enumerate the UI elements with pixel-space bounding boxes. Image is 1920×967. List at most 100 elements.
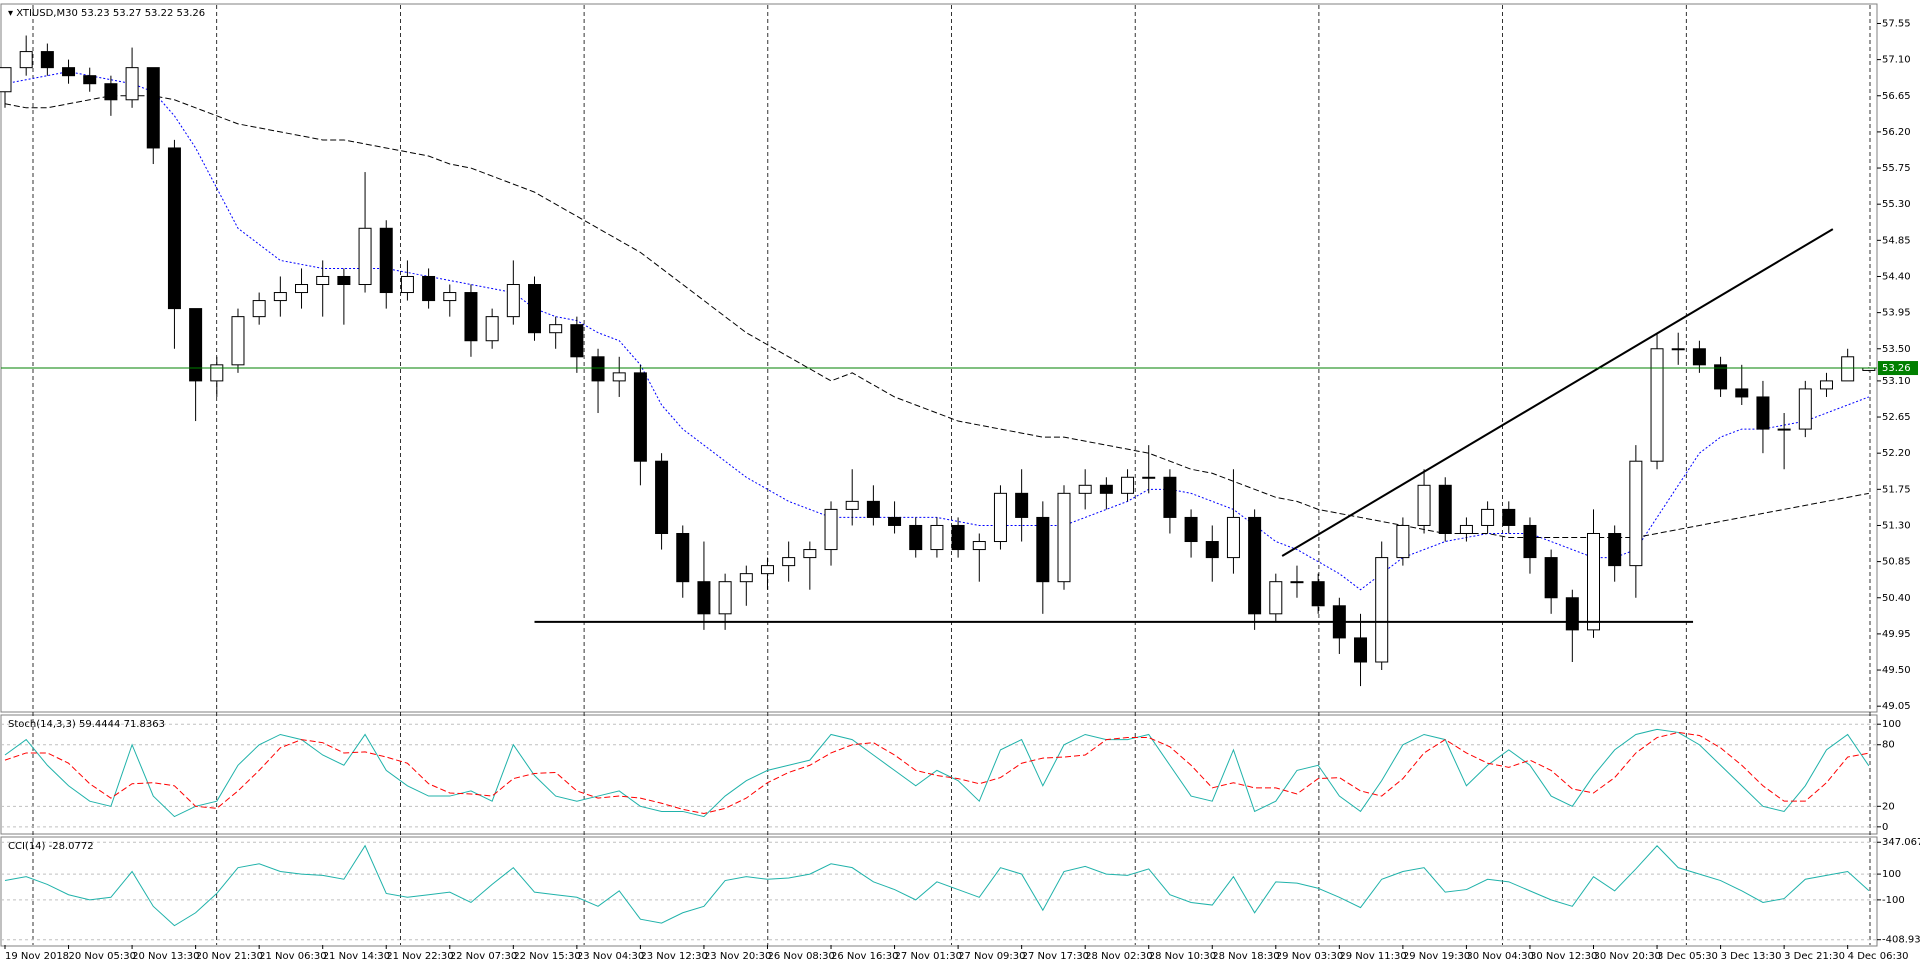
y-tick-label: 50.85 [1882, 557, 1911, 568]
header: ▾ XTIUSD,M30 53.23 53.27 53.22 53.26 [8, 8, 205, 19]
candle-body [1311, 581, 1325, 607]
candle-body [909, 524, 923, 551]
candle-body [591, 356, 605, 382]
candle-body [0, 67, 12, 93]
candle-body [760, 565, 774, 575]
x-tick-label: 27 Nov 01:30 [895, 951, 962, 962]
y-tick-label: 347.0679 [1882, 837, 1920, 848]
indicator-line [4, 728, 1870, 818]
candle-body [40, 51, 54, 69]
header-arrow: ▾ [8, 8, 16, 19]
y-tick-label: 53.95 [1882, 308, 1911, 319]
candle-body [655, 460, 669, 534]
x-tick-label: 21 Nov 14:30 [323, 951, 390, 962]
candle-body [1184, 516, 1198, 543]
x-tick-label: 21 Nov 06:30 [259, 951, 326, 962]
y-tick-label: 0 [1882, 822, 1888, 833]
candle-body [358, 227, 372, 286]
x-tick-label: 3 Dec 13:30 [1721, 951, 1782, 962]
symbol: XTIUSD,M30 [16, 8, 78, 19]
y-tick-label: 52.65 [1882, 412, 1911, 423]
cci-title: CCI(14) -28.0772 [8, 841, 94, 852]
candle-body [506, 284, 520, 318]
cci-panel-frame [0, 836, 1878, 947]
candle-body [1714, 364, 1728, 390]
candle-body [1629, 460, 1643, 567]
stoch-k-value: 59.4444 [79, 719, 120, 730]
candle-body [1226, 516, 1240, 559]
x-tick-label: 21 Nov 22:30 [386, 951, 453, 962]
cci-value: -28.0772 [49, 841, 94, 852]
y-tick-label: 54.85 [1882, 235, 1911, 246]
candle-body [189, 308, 203, 382]
candle-body [824, 508, 838, 551]
candle-body [1587, 532, 1600, 631]
candle-body [1502, 508, 1516, 526]
x-tick-label: 28 Nov 02:30 [1085, 951, 1152, 962]
y-tick-label: -408.932 [1882, 935, 1920, 946]
y-tick-label: 50.40 [1882, 593, 1911, 604]
candle-body [1396, 524, 1410, 559]
y-tick-label: 56.65 [1882, 91, 1911, 102]
x-tick-label: 19 Nov 2018 [5, 951, 69, 962]
x-tick-label: 20 Nov 13:30 [132, 951, 199, 962]
candle-body [1205, 541, 1219, 559]
y-tick-label: 54.40 [1882, 271, 1911, 282]
x-tick-label: 27 Nov 17:30 [1022, 951, 1089, 962]
y-tick-label: 20 [1882, 801, 1895, 812]
y-tick-label: 49.95 [1882, 629, 1911, 640]
candle-body [146, 67, 160, 149]
panel-frames [0, 3, 1878, 947]
candle-body [612, 372, 626, 382]
candle-body [549, 324, 563, 334]
candle-body [1671, 348, 1685, 351]
y-tick-label: 55.75 [1882, 163, 1911, 174]
candle-body [676, 532, 690, 583]
candle-body [570, 324, 584, 358]
x-tick-label: 30 Nov 12:30 [1530, 951, 1597, 962]
candle-body [1248, 516, 1262, 615]
x-tick-label: 26 Nov 08:30 [767, 951, 834, 962]
trendline [1281, 228, 1834, 557]
indicator-line [4, 95, 1869, 539]
candle-body [1692, 348, 1706, 366]
candle-body [1354, 637, 1368, 663]
x-tick-label: 26 Nov 16:30 [831, 951, 898, 962]
candle-body [1735, 388, 1749, 398]
candle-body [845, 500, 859, 510]
stoch-title: Stoch(14,3,3) 59.4444 71.8363 [8, 719, 165, 730]
y-tick-label: 49.05 [1882, 701, 1911, 712]
stoch-panel-frame [0, 714, 1878, 835]
candle-body [866, 500, 880, 518]
plot-layer: 49.05 49.50 49.95 50.40 50.85 51.30 51.75 52.20… [0, 5, 1920, 962]
x-tick-label: 22 Nov 15:30 [513, 951, 580, 962]
x-tick-label: 29 Nov 03:30 [1276, 951, 1343, 962]
candle-body [1608, 532, 1622, 567]
candle-body [1269, 581, 1283, 615]
y-tick-label: 51.75 [1882, 484, 1911, 495]
candle-body [782, 557, 796, 567]
candle-body [528, 284, 541, 334]
candle-body [485, 316, 499, 342]
indicator-line [4, 731, 1869, 815]
candle-body [125, 67, 139, 101]
candle-body [252, 300, 266, 318]
candle-body [697, 581, 711, 615]
candle-body [316, 275, 330, 286]
candle-body [337, 275, 351, 286]
x-tick-label: 3 Dec 21:30 [1784, 951, 1845, 962]
y-tick-label: 100 [1882, 869, 1901, 880]
candle-body [718, 581, 732, 615]
candle-body [1057, 492, 1071, 583]
candle-body [1375, 557, 1389, 663]
candle-body [422, 275, 436, 302]
candle-body [167, 147, 181, 310]
y-tick-label: 57.55 [1882, 18, 1911, 29]
candle-body [443, 292, 457, 302]
candle-body [1459, 524, 1473, 534]
y-tick-label: 80 [1882, 740, 1895, 751]
candle-body [1544, 557, 1558, 599]
candle-body [210, 364, 224, 382]
y-tick-label: 100 [1882, 719, 1901, 730]
